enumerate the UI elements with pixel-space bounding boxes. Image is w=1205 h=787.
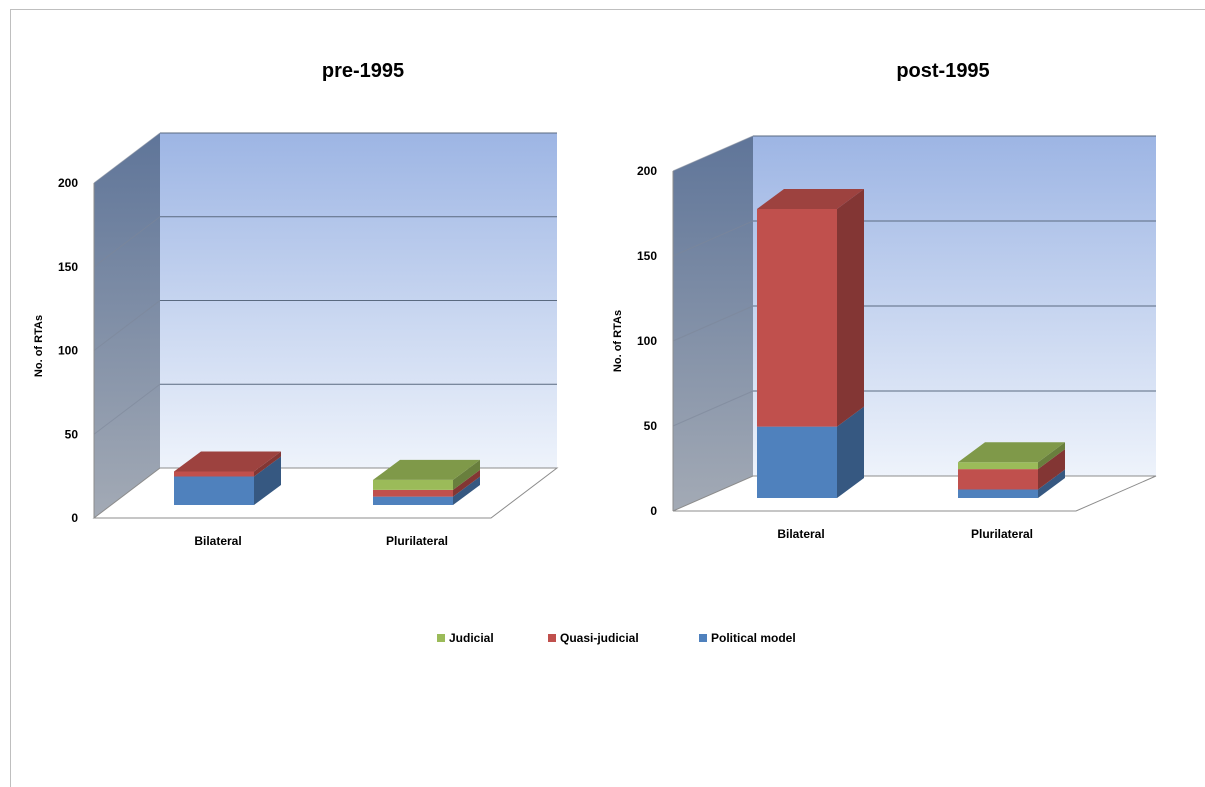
side-gridline	[93, 383, 161, 435]
plot-walls	[672, 136, 1157, 512]
y-tick-label: 100	[637, 334, 657, 348]
bar-side-face	[1038, 442, 1065, 470]
y-axis-ticks: 0 50 100 150 200	[637, 164, 657, 518]
bar-top-face	[958, 442, 1065, 463]
bar-side-face	[837, 406, 864, 498]
bars	[174, 451, 480, 505]
bar-front-face	[174, 471, 254, 477]
y-tick-label: 0	[71, 511, 78, 525]
bar-side-face	[1038, 449, 1065, 490]
bar-segment-plurilateral-quasi-judicial	[373, 469, 480, 497]
bar-front-face	[958, 489, 1038, 498]
bar-front-face	[174, 476, 254, 505]
y-tick-label: 200	[58, 176, 78, 190]
chart-post-1995: post-1995 0 50 100 150 200 Bilateral Plurilat…	[612, 60, 1157, 541]
bar-front-face	[958, 469, 1038, 490]
side-gridline	[672, 305, 754, 342]
chart-frame	[10, 9, 1205, 787]
bar-side-face	[254, 451, 281, 477]
y-tick-label: 0	[650, 504, 657, 518]
bar-side-face	[453, 469, 480, 497]
bar-top-face	[757, 189, 864, 209]
y-axis-label: No. of RTAs	[612, 310, 624, 372]
bar-front-face	[958, 462, 1038, 470]
bar-top-face	[174, 451, 281, 472]
bar-front-face	[757, 426, 837, 498]
legend-label-political-model: Political model	[711, 631, 796, 645]
y-axis-ticks: 0 50 100 150 200	[58, 176, 78, 525]
chart-pre-1995: pre-1995 0 50 100 150 200 Bilateral Plurilate…	[33, 60, 559, 548]
gridlines	[93, 132, 557, 518]
side-gridline	[93, 132, 161, 184]
bar-segment-plurilateral-judicial	[373, 459, 480, 490]
x-tick-label: Plurilateral	[386, 534, 448, 548]
side-gridline	[672, 135, 754, 172]
chart-title: pre-1995	[322, 60, 404, 82]
y-tick-label: 50	[65, 427, 79, 441]
side-gridline	[93, 216, 161, 268]
plot-walls	[92, 133, 559, 519]
bar-side-face	[837, 189, 864, 427]
chart-title: post-1995	[896, 60, 989, 82]
x-tick-label: Plurilateral	[971, 527, 1033, 541]
bar-segment-plurilateral-quasi-judicial	[958, 449, 1065, 490]
bar-segment-bilateral-quasi-judicial	[174, 451, 281, 477]
x-tick-label: Bilateral	[194, 534, 241, 548]
legend-label-quasi-judicial: Quasi-judicial	[560, 631, 639, 645]
bars	[757, 189, 1065, 498]
bar-segment-bilateral-political-model	[174, 456, 281, 505]
bar-segment-bilateral-political-model	[757, 406, 864, 498]
bar-segment-plurilateral-political-model	[958, 469, 1065, 498]
side-gridline	[672, 220, 754, 257]
bar-top-face	[373, 459, 480, 480]
bar-front-face	[373, 489, 453, 497]
y-axis-label: No. of RTAs	[33, 315, 45, 377]
bar-front-face	[757, 209, 837, 427]
bar-front-face	[373, 479, 453, 490]
side-gridline	[93, 300, 161, 351]
legend: Judicial Quasi-judicial Political model	[437, 631, 796, 645]
bar-segment-plurilateral-judicial	[958, 442, 1065, 470]
bar-side-face	[1038, 469, 1065, 498]
y-tick-label: 100	[58, 344, 78, 358]
y-tick-label: 200	[637, 164, 657, 178]
x-axis-labels: Bilateral Plurilateral	[777, 527, 1033, 541]
legend-swatch-quasi-judicial	[548, 634, 556, 642]
bar-segment-plurilateral-political-model	[373, 476, 480, 505]
bar-side-face	[453, 459, 480, 490]
legend-swatch-political-model	[699, 634, 707, 642]
y-tick-label: 150	[637, 249, 657, 263]
bar-front-face	[373, 496, 453, 505]
side-gridline	[672, 390, 754, 427]
y-tick-label: 50	[644, 419, 658, 433]
x-tick-label: Bilateral	[777, 527, 824, 541]
legend-swatch-judicial	[437, 634, 445, 642]
x-axis-labels: Bilateral Plurilateral	[194, 534, 448, 548]
floor	[92, 467, 559, 519]
y-tick-label: 150	[58, 260, 78, 274]
legend-label-judicial: Judicial	[449, 631, 494, 645]
floor	[672, 475, 1157, 512]
bar-segment-bilateral-quasi-judicial	[757, 189, 864, 427]
bar-side-face	[254, 456, 281, 505]
bar-side-face	[453, 476, 480, 505]
